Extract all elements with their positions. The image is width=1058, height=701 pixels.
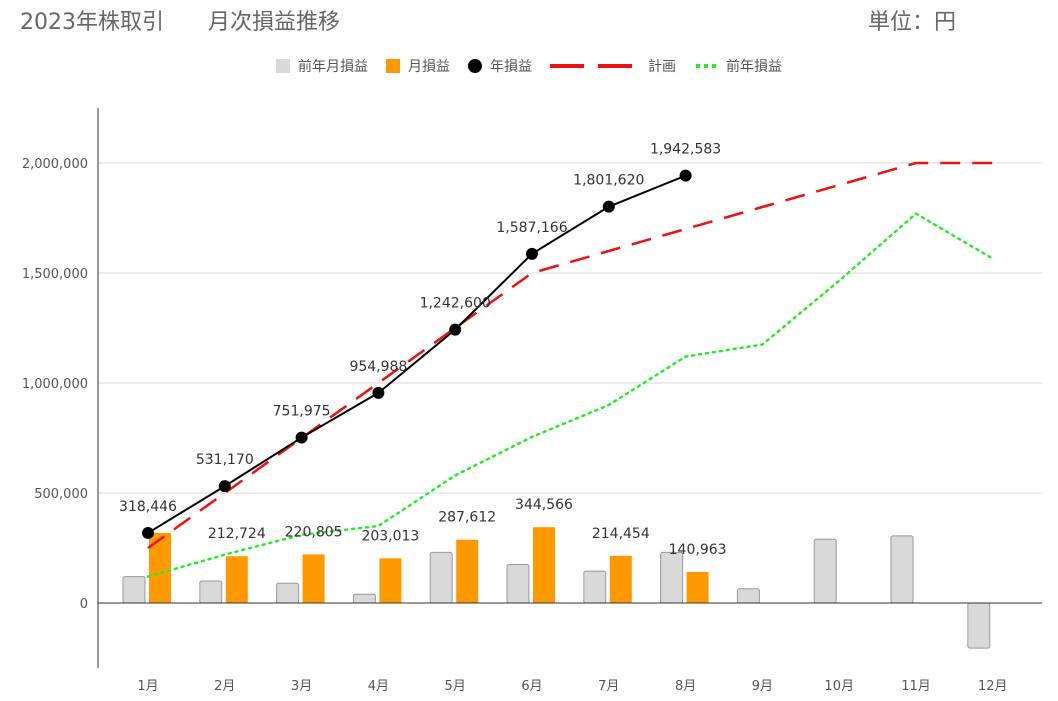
x-tick-label: 12月 xyxy=(978,679,1008,694)
legend-label-month: 月損益 xyxy=(408,59,450,75)
point-year xyxy=(218,480,231,493)
line-prev-year xyxy=(146,212,995,578)
y-tick-label: 1,000,000 xyxy=(22,377,88,392)
x-tick-label: 6月 xyxy=(521,679,542,694)
bar-month xyxy=(225,556,248,603)
bar-prev-month xyxy=(352,593,376,604)
x-tick-label: 11月 xyxy=(901,679,931,694)
bar-prev-month xyxy=(813,538,837,604)
data-label-year: 751,975 xyxy=(273,404,331,420)
x-tick-label: 4月 xyxy=(368,679,389,694)
x-tick-label: 5月 xyxy=(445,679,466,694)
chart-title: 2023年株取引 月次損益推移 xyxy=(20,10,340,35)
point-year xyxy=(602,200,615,213)
point-year xyxy=(142,526,154,539)
bar-prev-month xyxy=(890,535,914,604)
data-label-year: 1,942,583 xyxy=(650,142,721,158)
data-label-month: 212,724 xyxy=(208,526,266,542)
legend-label-prev-year: 前年損益 xyxy=(726,59,782,75)
data-label-month: 220,805 xyxy=(285,524,343,540)
legend-item-plan: 計画 xyxy=(550,56,676,76)
y-tick-label: 2,000,000 xyxy=(22,157,88,172)
legend-swatch-year xyxy=(468,59,482,73)
point-year xyxy=(679,169,692,182)
legend-label-prev-month: 前年月損益 xyxy=(298,59,368,75)
point-year xyxy=(526,247,538,260)
bar-month xyxy=(609,555,632,603)
bar-prev-month xyxy=(967,602,991,649)
bar-prev-month xyxy=(429,551,453,604)
bar-month xyxy=(379,558,402,603)
x-tick-label: 1月 xyxy=(137,679,158,694)
point-year xyxy=(372,386,385,399)
y-tick-label: 1,500,000 xyxy=(22,267,88,282)
legend-item-prev-month: 前年月損益 xyxy=(276,56,368,76)
bar-prev-month xyxy=(583,570,607,604)
bar-prev-month xyxy=(506,564,530,604)
bar-prev-month xyxy=(660,551,684,604)
legend-label-plan: 計画 xyxy=(648,59,676,75)
x-tick-label: 8月 xyxy=(675,679,696,694)
legend-item-month: 月損益 xyxy=(386,56,450,76)
unit-label: 単位：円 xyxy=(868,10,957,35)
legend-item-year: 年損益 xyxy=(468,56,532,76)
x-tick-label: 7月 xyxy=(598,679,619,694)
bar-month xyxy=(533,527,555,603)
y-tick-label: 500,000 xyxy=(34,487,88,502)
data-label-year: 1,801,620 xyxy=(573,173,644,189)
data-label-year: 531,170 xyxy=(196,452,254,468)
data-label-year: 318,446 xyxy=(119,499,177,515)
x-tick-label: 10月 xyxy=(824,679,854,694)
bar-month xyxy=(686,571,709,603)
bar-month xyxy=(149,532,171,603)
point-year xyxy=(449,323,462,336)
bar-month xyxy=(302,554,325,603)
y-tick-label: 0 xyxy=(80,597,88,612)
x-tick-label: 2月 xyxy=(214,679,235,694)
point-year xyxy=(295,431,308,444)
data-label-year: 1,242,600 xyxy=(420,296,491,312)
bar-prev-month xyxy=(199,580,223,604)
data-label-month: 214,454 xyxy=(592,526,650,542)
legend-swatch-month xyxy=(386,59,400,73)
x-tick-label: 9月 xyxy=(752,679,773,694)
bar-prev-month xyxy=(736,588,760,604)
legend-swatch-plan xyxy=(550,64,640,68)
bar-month xyxy=(456,539,479,603)
data-label-month: 287,612 xyxy=(438,510,496,526)
legend-label-year: 年損益 xyxy=(490,59,532,75)
legend-swatch-prev-year xyxy=(696,64,716,68)
data-label-year: 954,988 xyxy=(349,359,407,375)
data-label-month: 140,963 xyxy=(669,542,727,558)
x-tick-label: 3月 xyxy=(291,679,312,694)
data-label-month: 344,566 xyxy=(515,497,573,513)
legend-swatch-prev-month xyxy=(276,59,290,73)
legend: 前年月損益 月損益 年損益 計画 前年損益 xyxy=(0,56,1058,76)
line-year xyxy=(147,174,686,534)
line-plan xyxy=(147,161,993,550)
data-label-year: 1,587,166 xyxy=(496,220,567,236)
bar-prev-month xyxy=(122,576,146,604)
bar-prev-month xyxy=(276,582,300,604)
data-label-month: 203,013 xyxy=(361,528,419,544)
legend-item-prev-year: 前年損益 xyxy=(694,56,782,76)
